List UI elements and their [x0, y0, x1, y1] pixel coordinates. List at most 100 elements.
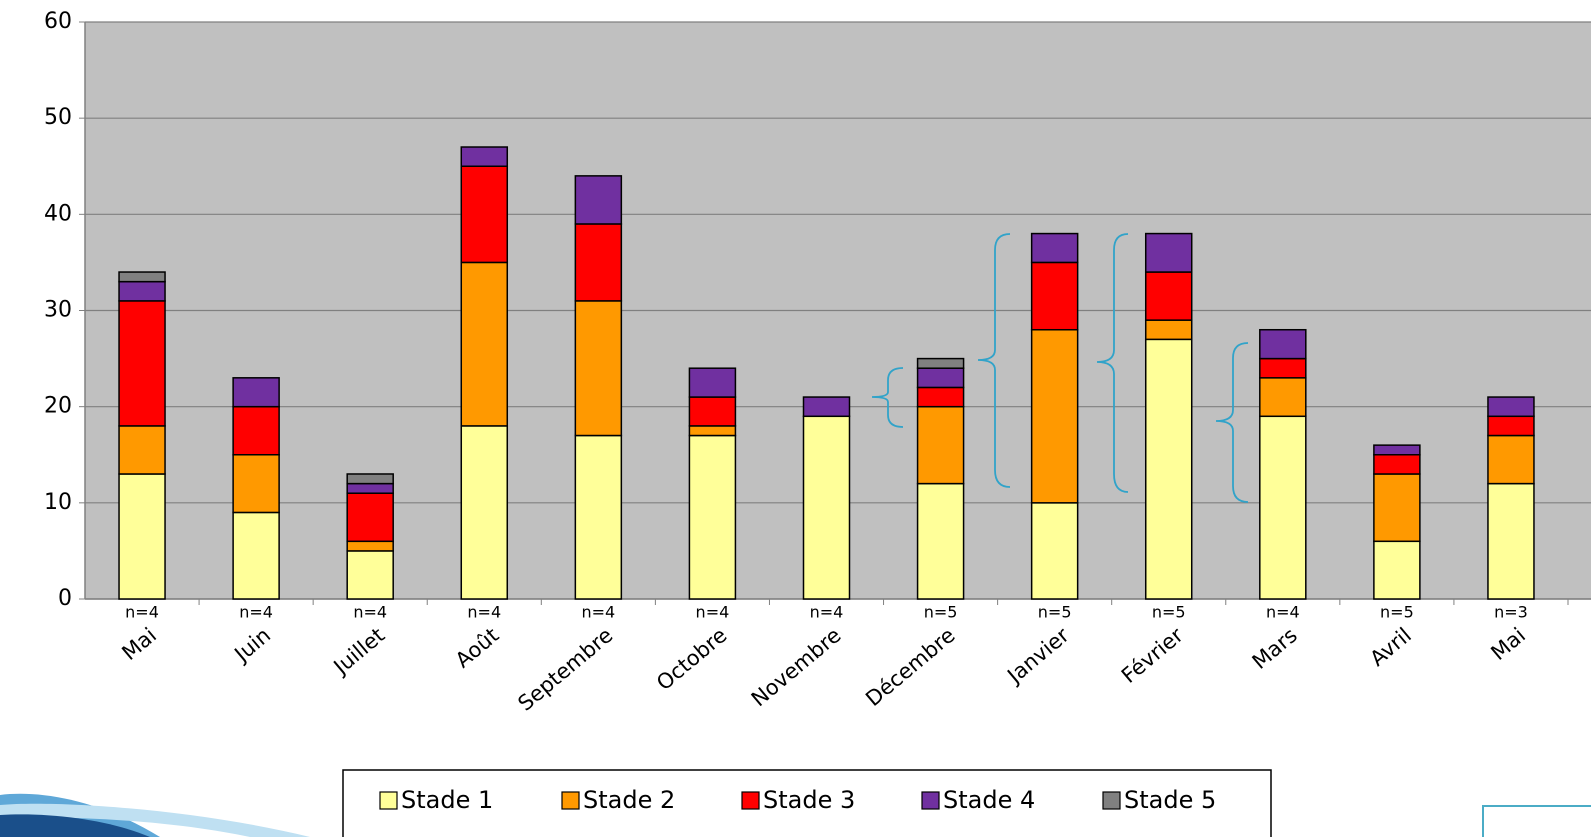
y-tick-label: 60 — [44, 9, 72, 34]
decoration — [1482, 805, 1591, 837]
y-tick-label: 20 — [44, 394, 72, 419]
legend-swatch — [561, 791, 580, 810]
annotation: n=3 — [1494, 603, 1528, 622]
bar-segment — [1030, 261, 1079, 331]
bar-segment — [346, 540, 394, 552]
y-tick-label: 0 — [58, 586, 72, 611]
bar-segment — [346, 482, 394, 494]
bar-segment — [118, 473, 166, 600]
bar-segment — [232, 511, 280, 600]
bar-segment — [802, 415, 851, 600]
bar-segment — [688, 434, 737, 600]
bar-segment — [460, 146, 509, 167]
x-tick-label: Octobre — [652, 623, 731, 695]
decoration — [0, 803, 310, 837]
x-tick-label: Février — [1117, 623, 1188, 688]
bar-segment — [346, 550, 394, 600]
bar-segment — [346, 473, 394, 485]
legend-label: Stade 5 — [1124, 786, 1216, 814]
x-tick-label: Mai — [1486, 623, 1530, 665]
legend-swatch — [921, 791, 940, 810]
bar-segment — [1373, 444, 1421, 456]
bar-segment — [1144, 232, 1193, 273]
annotation: n=4 — [239, 603, 273, 622]
bar-segment — [1487, 396, 1535, 418]
bar-segment — [688, 396, 737, 427]
bar-segment — [1144, 338, 1193, 600]
y-tick-label: 40 — [44, 201, 72, 226]
decoration — [0, 814, 150, 837]
bar-segment — [232, 454, 280, 514]
bar-segment — [1030, 502, 1079, 600]
x-tick-label: Mars — [1248, 623, 1302, 674]
y-tick-label: 10 — [44, 490, 72, 515]
legend-swatch — [379, 791, 398, 810]
bar-segment — [1259, 415, 1307, 600]
x-tick-label: Juin — [229, 623, 276, 668]
annotation: n=5 — [924, 603, 958, 622]
bar-segment — [1259, 377, 1307, 418]
bar-segment — [574, 434, 623, 600]
bar-segment — [1030, 232, 1079, 264]
bar-segment — [916, 482, 965, 600]
bar-segment — [232, 377, 280, 408]
bar-segment — [1487, 434, 1535, 485]
bar-segment — [1373, 473, 1421, 543]
bar-segment — [118, 280, 166, 302]
x-tick-label: Mai — [117, 623, 161, 665]
annotation: n=5 — [1380, 603, 1414, 622]
legend-label: Stade 4 — [943, 786, 1035, 814]
legend-label: Stade 3 — [763, 786, 855, 814]
bar-segment — [118, 271, 166, 283]
x-tick-label: Novembre — [747, 623, 846, 711]
annotation: n=4 — [581, 603, 615, 622]
bar-segment — [1259, 328, 1307, 360]
annotation: n=4 — [696, 603, 730, 622]
annotation: n=4 — [1266, 603, 1300, 622]
bar-segment — [232, 405, 280, 456]
annotation: n=4 — [467, 603, 501, 622]
x-tick-label: Juillet — [328, 623, 390, 680]
bar-segment — [1373, 454, 1421, 475]
bar-segment — [118, 425, 166, 475]
bar-segment — [460, 425, 509, 600]
x-tick-label: Septembre — [513, 623, 617, 716]
bar-segment — [802, 396, 851, 418]
bar-segment — [460, 165, 509, 264]
bar-segment — [574, 300, 623, 437]
bar-segment — [574, 223, 623, 302]
y-tick-label: 30 — [44, 298, 72, 323]
bar-segment — [118, 300, 166, 427]
bar-segment — [1144, 319, 1193, 341]
bar-segment — [916, 405, 965, 485]
legend-swatch — [1102, 791, 1121, 810]
annotation: n=4 — [125, 603, 159, 622]
bar-segment — [1259, 357, 1307, 379]
bar-segment — [574, 175, 623, 225]
bar-segment — [916, 386, 965, 408]
bar-segment — [916, 357, 965, 369]
annotation: n=5 — [1152, 603, 1186, 622]
bar-segment — [688, 367, 737, 398]
legend-label: Stade 2 — [583, 786, 675, 814]
x-tick-label: Avril — [1365, 623, 1416, 671]
legend-swatch — [741, 791, 760, 810]
annotation: n=4 — [810, 603, 844, 622]
legend-items: Stade 1 Stade 2 Stade 3 Stade 4 Stade 5 — [379, 786, 1216, 814]
bar-segment — [916, 367, 965, 389]
annotation: n=5 — [1038, 603, 1072, 622]
annotation: n=4 — [353, 603, 387, 622]
bar-segment — [1487, 482, 1535, 600]
bar-segment — [346, 492, 394, 543]
x-tick-label: Décembre — [861, 623, 959, 711]
plot: 0102030405060n=4Main=4Juinn=4Juilletn=4A… — [44, 9, 1591, 716]
bar-segment — [1487, 415, 1535, 437]
brackets — [871, 233, 1249, 503]
bar-segment — [460, 261, 509, 427]
y-tick-label: 50 — [44, 105, 72, 130]
x-tick-label: Janvier — [1001, 623, 1074, 689]
bar-segment — [688, 425, 737, 437]
bar-segment — [1144, 271, 1193, 321]
bar-segment — [1373, 540, 1421, 600]
